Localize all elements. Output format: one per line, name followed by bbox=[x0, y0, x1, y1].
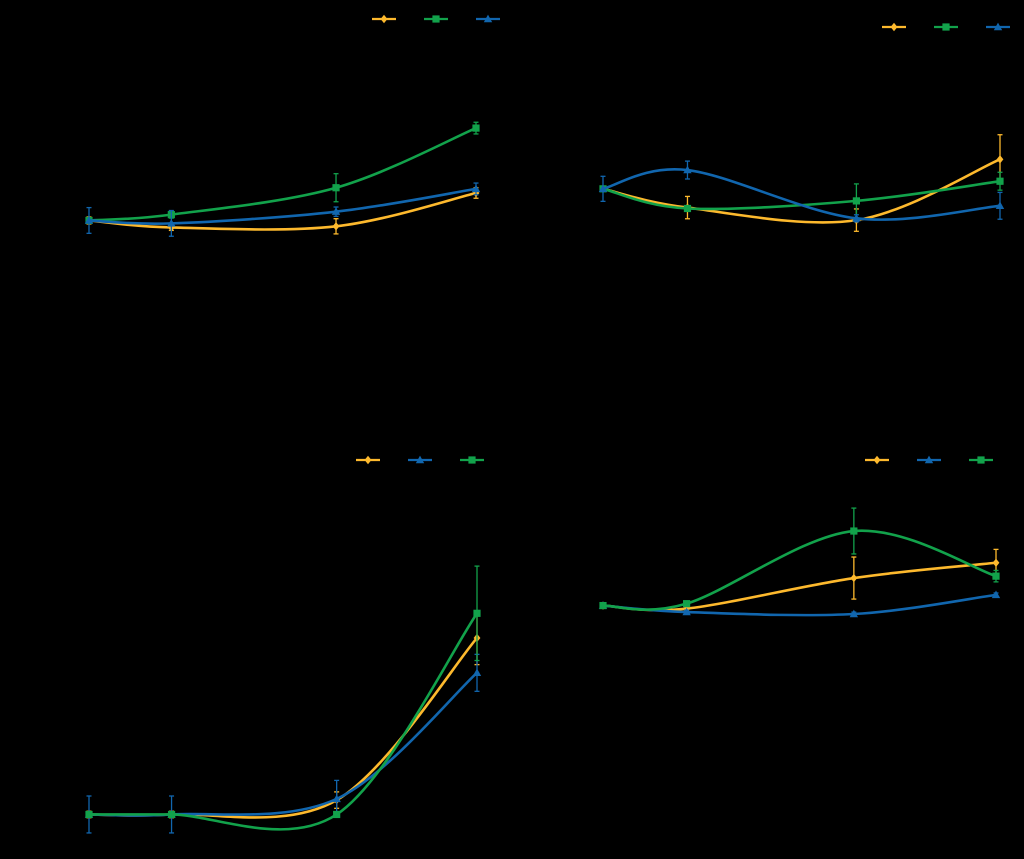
legend bbox=[372, 14, 500, 24]
data-point-triangle bbox=[682, 607, 691, 616]
data-point-triangle bbox=[331, 207, 341, 215]
legend-marker-triangle bbox=[993, 22, 1003, 31]
legend-marker-diamond bbox=[890, 22, 898, 32]
data-point-square bbox=[167, 810, 176, 819]
data-point-triangle bbox=[471, 184, 481, 193]
data-point-triangle bbox=[84, 216, 94, 224]
data-point-triangle bbox=[167, 218, 176, 227]
data-point-square bbox=[599, 601, 607, 610]
series-line-green bbox=[87, 612, 479, 831]
legend bbox=[882, 22, 1010, 32]
data-point-square bbox=[683, 204, 692, 213]
legend-marker-triangle bbox=[924, 455, 934, 464]
legend-marker-square bbox=[977, 456, 985, 464]
data-point-square bbox=[472, 124, 480, 132]
data-point-triangle bbox=[995, 201, 1005, 210]
data-point-triangle bbox=[849, 609, 859, 618]
data-point-triangle bbox=[991, 590, 1001, 599]
legend-marker-square bbox=[468, 456, 476, 464]
legend-marker-triangle bbox=[483, 14, 493, 23]
legend-marker-square bbox=[942, 23, 950, 31]
legend bbox=[865, 455, 993, 465]
series-line-yellow bbox=[87, 191, 478, 231]
legend-marker-diamond bbox=[873, 455, 881, 465]
data-point-diamond bbox=[332, 222, 340, 231]
data-point-square bbox=[850, 527, 858, 535]
series-line-blue bbox=[87, 187, 478, 225]
chart-panel-top-left bbox=[84, 14, 500, 237]
data-point-diamond bbox=[992, 558, 1000, 567]
series-line-green bbox=[601, 179, 1002, 211]
series-blue bbox=[598, 160, 1005, 223]
chart-panel-top-right bbox=[598, 22, 1010, 232]
data-point-triangle bbox=[332, 794, 341, 803]
legend-marker-square bbox=[432, 15, 440, 23]
data-point-triangle bbox=[852, 213, 861, 222]
data-point-square bbox=[683, 600, 691, 608]
data-point-diamond bbox=[996, 155, 1004, 164]
series-line-green bbox=[87, 126, 478, 222]
legend-marker-diamond bbox=[364, 455, 372, 465]
legend-marker-triangle bbox=[415, 455, 425, 464]
data-point-triangle bbox=[472, 668, 482, 677]
data-point-square bbox=[85, 810, 93, 819]
data-point-triangle bbox=[683, 165, 692, 174]
data-point-square bbox=[992, 572, 1000, 580]
series-blue bbox=[84, 182, 481, 237]
data-point-square bbox=[852, 197, 861, 205]
series-line-green bbox=[601, 529, 998, 611]
data-point-square bbox=[333, 810, 341, 819]
legend-marker-diamond bbox=[380, 14, 388, 24]
data-point-triangle bbox=[598, 184, 608, 193]
series-green bbox=[599, 507, 1000, 611]
series-line-blue bbox=[601, 167, 1002, 221]
data-point-diamond bbox=[850, 573, 858, 583]
chart-panel-bottom-right bbox=[598, 455, 1001, 618]
data-point-square bbox=[996, 177, 1004, 185]
chart-panel-bottom-left bbox=[84, 455, 484, 834]
series-green bbox=[85, 565, 481, 831]
series-line-yellow bbox=[601, 158, 1002, 224]
data-point-square bbox=[473, 609, 481, 617]
legend bbox=[356, 455, 484, 465]
data-point-square bbox=[332, 184, 340, 192]
